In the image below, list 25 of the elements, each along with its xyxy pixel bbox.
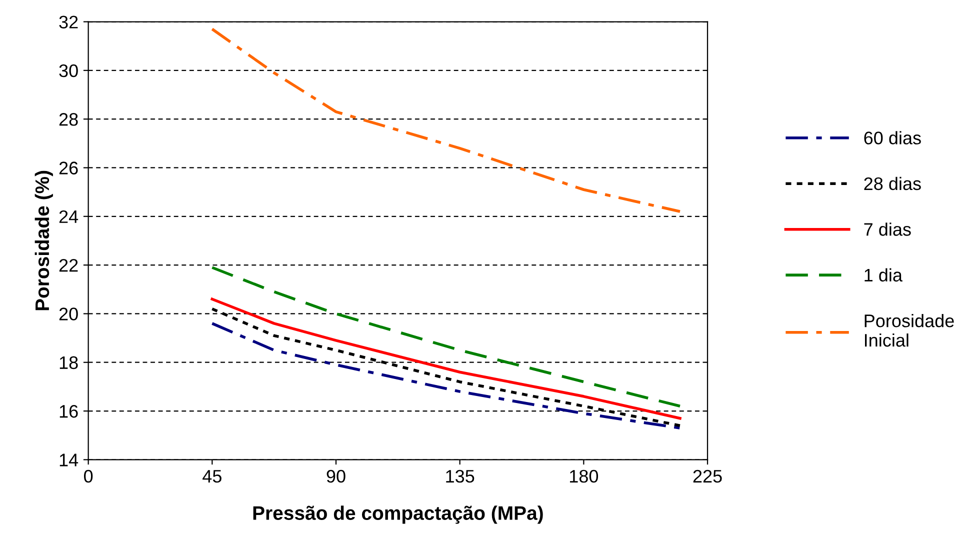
x-tick-label: 90 <box>326 470 346 483</box>
y-tick-label: 26 <box>59 162 78 174</box>
y-tick-label: 20 <box>59 308 78 320</box>
y-tick-label: 22 <box>59 258 78 272</box>
y-tick-label: 16 <box>60 404 78 418</box>
y-tick-label: 32 <box>59 16 78 28</box>
legend-label: 1 dia <box>864 268 902 282</box>
x-axis-title: Pressão de compactação (MPa) <box>253 506 543 524</box>
x-tick-label: 135 <box>446 470 474 483</box>
legend-label: 7 dias <box>864 222 911 236</box>
line-series <box>210 266 682 408</box>
x-tick-label: 180 <box>570 470 598 483</box>
line-series <box>210 28 682 213</box>
legend-label: 60 dias <box>864 131 921 144</box>
x-tick-label: 225 <box>693 470 722 483</box>
legend-label: 28 dias <box>864 176 921 190</box>
y-tick-label: 14 <box>60 454 78 466</box>
y-tick-label: 18 <box>60 356 78 370</box>
legend-label: Porosidade Inicial <box>864 314 954 347</box>
x-tick-label: 0 <box>84 470 93 483</box>
y-tick-label: 30 <box>59 64 78 78</box>
y-tick-label: 28 <box>59 113 78 126</box>
y-tick-label: 24 <box>59 210 78 223</box>
y-axis-title: Porosidade (%) <box>34 170 53 310</box>
x-tick-label: 45 <box>202 470 222 483</box>
